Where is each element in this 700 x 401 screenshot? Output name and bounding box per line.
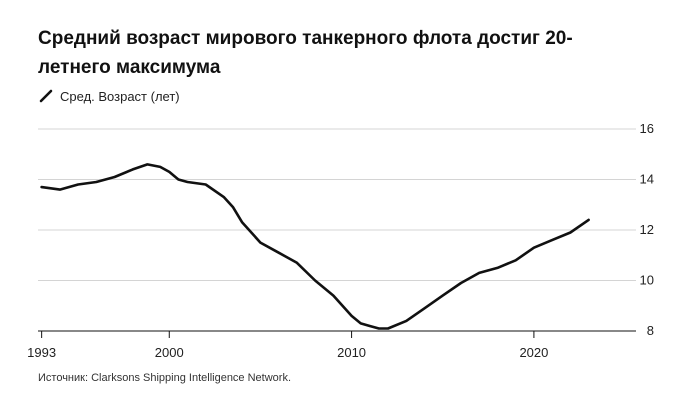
y-tick-label-8: 8 [647,323,654,338]
legend: Сред. Возраст (лет) [38,88,180,104]
y-tick-label-14: 14 [640,172,654,187]
source-note: Источник: Clarksons Shipping Intelligenc… [38,372,292,384]
x-tick-label-1993: 1993 [27,345,56,360]
x-tick-label-2020: 2020 [519,345,548,360]
series-line-0 [40,163,590,330]
grid-lines [38,128,636,281]
x-axis: 1993 2000 2010 2020 [27,330,636,360]
legend-label: Сред. Возраст (лет) [60,88,180,104]
y-tick-label-10: 10 [640,273,654,288]
x-tick-label-2010: 2010 [337,345,366,360]
y-tick-label-12: 12 [640,222,654,237]
y-tick-label-16: 16 [640,121,654,136]
chart-title: Средний возраст мирового танкерного флот… [38,28,573,78]
x-tick-label-2000: 2000 [155,345,184,360]
series-layer [40,163,590,330]
y-axis-ticks: 8 10 12 14 16 [640,121,654,338]
legend-line-icon [39,89,53,103]
